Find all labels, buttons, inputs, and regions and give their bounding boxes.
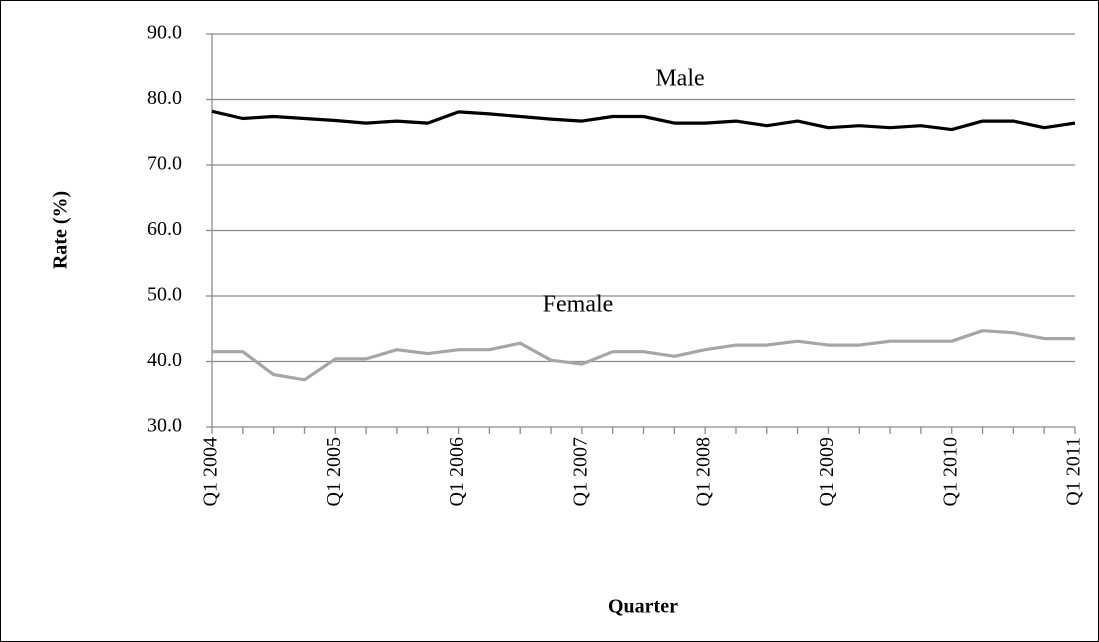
x-tick-label: Q1 2004 (200, 437, 222, 506)
series-line (211, 109, 1076, 132)
series-label: Male (655, 66, 704, 92)
x-tick-label: Q1 2011 (1063, 437, 1085, 506)
x-tick-label: Q1 2007 (569, 437, 591, 506)
x-tick-label: Q1 2009 (816, 437, 838, 506)
x-axis-label: Quarter (608, 596, 678, 618)
y-tick-label: 90.0 (147, 22, 182, 44)
y-tick-label: 40.0 (147, 349, 182, 371)
series-line (212, 329, 1075, 382)
x-tick-label: Q1 2010 (939, 437, 961, 506)
x-tick-label: Q1 2005 (323, 437, 345, 506)
x-tick-label: Q1 2008 (693, 437, 715, 506)
y-tick-label: 30.0 (147, 415, 182, 437)
y-tick-label: 80.0 (147, 87, 182, 109)
y-tick-label: 60.0 (147, 218, 182, 240)
y-axis-label: Rate (%) (50, 191, 72, 269)
y-tick-label: 50.0 (147, 284, 182, 306)
x-tick-label: Q1 2006 (446, 437, 468, 506)
series-label: Female (543, 292, 614, 318)
y-tick-label: 70.0 (147, 153, 182, 175)
